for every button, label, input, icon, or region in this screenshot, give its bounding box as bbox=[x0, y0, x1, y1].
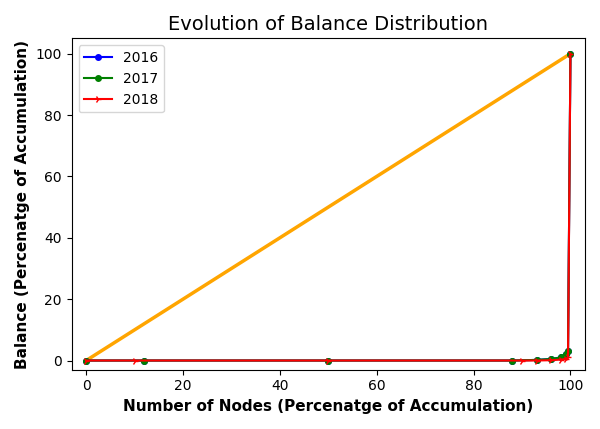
2018 bbox=[547, 358, 554, 363]
Line: 2017: 2017 bbox=[83, 51, 573, 363]
2018 bbox=[533, 358, 540, 363]
2016 bbox=[140, 358, 148, 363]
Line: 2016: 2016 bbox=[83, 51, 573, 363]
2017 bbox=[325, 358, 332, 363]
Legend: 2016, 2017, 2018: 2016, 2017, 2018 bbox=[79, 45, 164, 112]
2018 bbox=[557, 357, 565, 362]
Title: Evolution of Balance Distribution: Evolution of Balance Distribution bbox=[169, 15, 488, 34]
2017 bbox=[565, 349, 572, 354]
2016 bbox=[567, 51, 574, 56]
2016 bbox=[547, 356, 554, 362]
2016 bbox=[557, 355, 565, 360]
Line: 2018: 2018 bbox=[83, 50, 574, 364]
2017 bbox=[509, 358, 516, 363]
2017 bbox=[567, 51, 574, 56]
2017 bbox=[557, 355, 565, 360]
2018 bbox=[562, 356, 569, 362]
2018 bbox=[325, 358, 332, 363]
2016 bbox=[533, 357, 540, 363]
2017 bbox=[547, 356, 554, 362]
2017 bbox=[140, 358, 148, 363]
2017 bbox=[533, 357, 540, 363]
2018 bbox=[518, 358, 526, 363]
X-axis label: Number of Nodes (Percenatge of Accumulation): Number of Nodes (Percenatge of Accumulat… bbox=[123, 399, 533, 414]
Y-axis label: Balance (Percenatge of Accumulation): Balance (Percenatge of Accumulation) bbox=[15, 39, 30, 369]
2016 bbox=[83, 358, 90, 363]
2018 bbox=[131, 358, 138, 363]
2018 bbox=[567, 51, 574, 56]
2017 bbox=[562, 352, 569, 357]
2018 bbox=[83, 358, 90, 363]
2016 bbox=[325, 358, 332, 363]
2016 bbox=[509, 358, 516, 363]
2016 bbox=[562, 352, 569, 357]
2017 bbox=[83, 358, 90, 363]
2016 bbox=[565, 349, 572, 354]
2018 bbox=[565, 355, 572, 360]
